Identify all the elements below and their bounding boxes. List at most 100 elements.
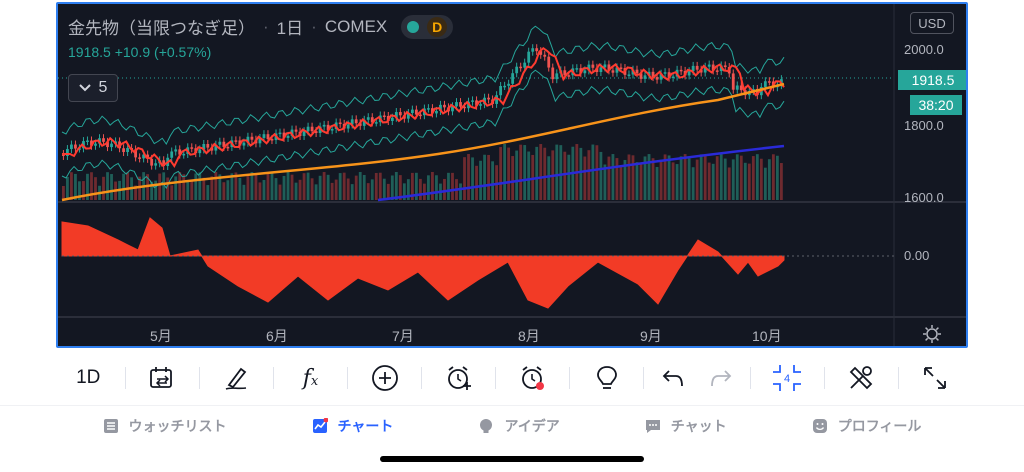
candle-body [190,147,194,149]
candle-body [671,76,675,79]
volume-bar [106,172,109,200]
chart-canvas[interactable] [58,4,966,346]
volume-bar [735,154,739,200]
indicators-collapse-button[interactable]: 5 [68,74,118,102]
undo-icon [662,370,683,387]
volume-bar [423,183,426,200]
fullscreen-button[interactable] [907,358,963,398]
candle-body [511,73,515,84]
fullscreen-icon [924,367,947,389]
candle-body [390,117,394,122]
interval-label[interactable]: 1日 [276,19,304,38]
candle-body [539,51,543,55]
candle-body [330,129,334,131]
currency-button[interactable]: USD [910,12,954,34]
volume-bar [394,172,398,200]
indicators-button[interactable]: fx [282,358,338,398]
volume-bar [511,156,515,200]
bottom-tab-bar: ウォッチリスト チャート アイデア チャット プロフィール [0,405,1024,445]
candle-body [763,81,767,87]
tab-watchlist[interactable]: ウォッチリスト [103,416,227,436]
volume-bar [78,181,81,200]
chart-settings-gear-icon[interactable] [922,324,942,344]
candle-body [102,138,105,142]
candle-body [262,134,266,138]
volume-bar [286,172,290,200]
tools-button[interactable] [833,358,889,398]
volume-bar [262,180,266,200]
candle-body [715,70,719,72]
candle-body [218,141,222,145]
price-label: 1800.0 [904,118,944,133]
drawing-button[interactable] [208,358,264,398]
candle-body [278,132,282,135]
layout-button[interactable]: 4 [759,358,815,398]
volume-bar [559,145,563,200]
volume-bar [731,159,735,200]
watchlist-icon [103,418,118,433]
volume-bar [414,172,418,200]
candle-body [583,70,587,74]
volume-bar [306,172,310,200]
tab-ideas[interactable]: アイデア [478,416,560,436]
candle-body [731,73,735,90]
candle-body [270,139,274,141]
volume-bar [451,172,454,200]
candle-body [246,136,250,143]
volume-bar [535,146,539,200]
volume-bar [274,178,278,200]
candle-body [755,88,759,96]
chevron-down-icon [78,84,91,92]
add-alert-button[interactable] [431,358,487,398]
header-separator: · [263,16,269,36]
chart-icon [312,417,328,433]
candle-body [314,131,318,133]
redo-button[interactable] [701,358,741,398]
time-label: 9月 [640,328,662,344]
volume-bar [234,172,238,200]
ideas-button[interactable] [579,358,635,398]
oscillator-area [61,217,785,309]
volume-bar [523,145,527,200]
ma-long-line [377,144,785,202]
candle-body [519,66,523,69]
layout-count: 4 [784,373,790,385]
candle-body [531,48,535,52]
volume-bar [539,144,543,200]
candle-body [535,48,539,52]
tab-profile[interactable]: プロフィール [812,416,921,436]
volume-bar [182,174,186,200]
candle-body [418,114,422,117]
volume-bar [487,154,490,200]
chart-area[interactable]: 金先物（当限つなぎ足） · 1日 · COMEX D 1918.5 +10.9 … [56,2,968,348]
volume-bar [250,172,254,200]
candle-body [567,75,571,77]
tab-chat[interactable]: チャット [645,416,727,436]
volume-bar [350,184,354,200]
volume-bar [74,173,77,200]
volume-bar [222,182,226,200]
compare-button[interactable] [134,358,190,398]
candle-body [711,64,715,71]
volume-bar [214,172,218,200]
volume-bar [322,172,326,200]
volume-bar [270,172,274,200]
volume-bar [623,159,627,200]
market-status-toggle[interactable]: D [401,14,454,39]
candle-body [78,148,81,150]
candle-body [110,143,113,148]
volume-bar [475,165,478,200]
interval-button[interactable]: 1D [60,358,116,398]
alerts-button[interactable] [505,358,561,398]
tab-chart[interactable]: チャート [312,416,393,436]
candle-body [639,73,643,79]
symbol-header[interactable]: 金先物（当限つなぎ足） · 1日 · COMEX D [68,14,454,39]
candle-body [350,119,354,125]
candle-body [206,144,210,148]
symbol-name[interactable]: 金先物（当限つなぎ足） [68,19,255,38]
tab-label: チャット [670,417,727,434]
candle-body [394,112,398,118]
volume-bar [615,158,619,200]
undo-button[interactable] [653,358,693,398]
add-button[interactable] [357,358,413,398]
